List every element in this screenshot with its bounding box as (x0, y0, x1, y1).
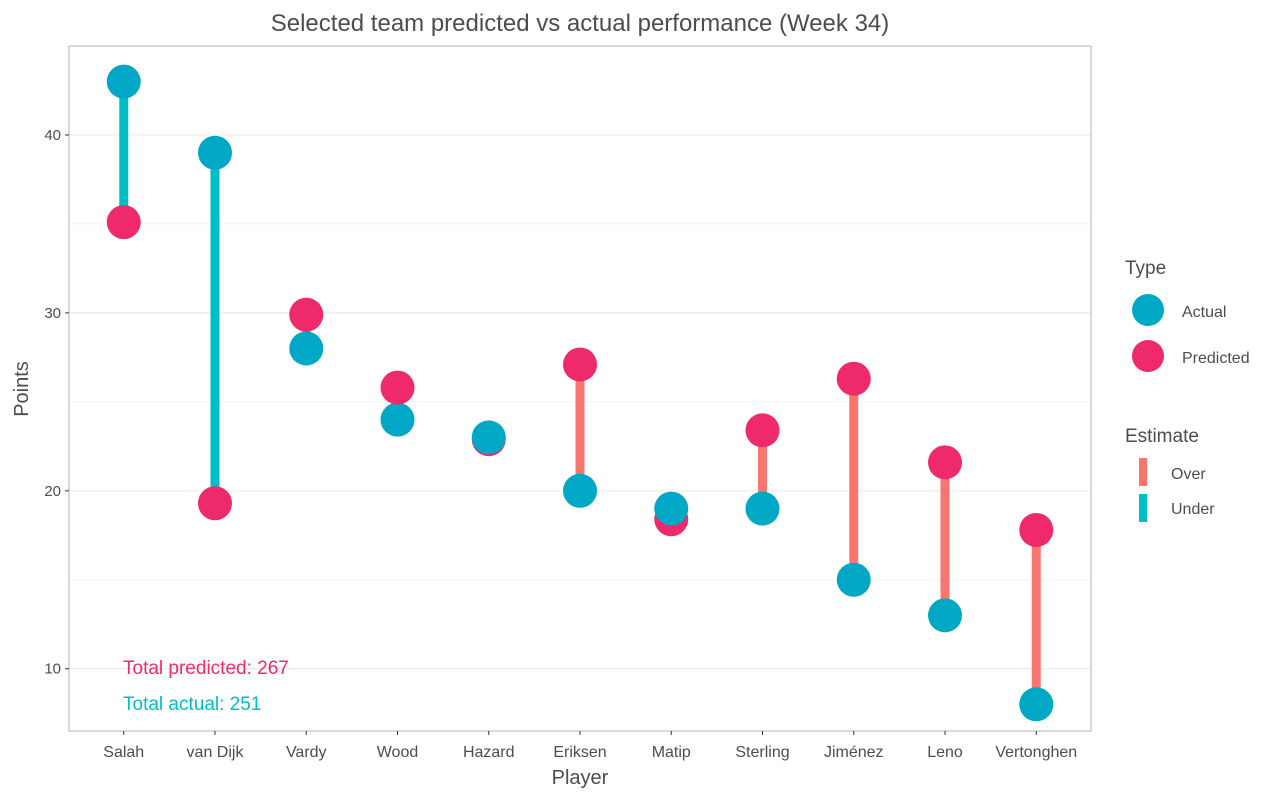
x-tick-label: Leno (927, 744, 963, 761)
data-points (106, 64, 1054, 722)
actual-point (380, 402, 415, 437)
x-tick-label: Eriksen (553, 744, 606, 761)
actual-point (563, 473, 597, 508)
predicted-point (836, 361, 871, 396)
x-tick-label: Hazard (463, 744, 515, 761)
legend-under-label: Under (1171, 501, 1215, 518)
legend-estimate-title: Estimate (1125, 426, 1199, 447)
x-tick-label: Sterling (735, 744, 789, 761)
x-tick-label: Vertonghen (995, 744, 1077, 761)
predicted-point (745, 413, 780, 448)
predicted-point (1019, 512, 1054, 547)
predicted-point (380, 370, 415, 405)
legend-actual-swatch (1132, 294, 1164, 326)
x-tick-label: van Dijk (187, 744, 245, 761)
legend-over-label: Over (1171, 466, 1206, 483)
y-axis-label: Points (11, 361, 33, 417)
actual-point (654, 491, 689, 526)
predicted-point (928, 445, 962, 480)
actual-point (106, 64, 141, 99)
x-tick-label: Vardy (286, 744, 327, 761)
y-axis: 10 20 30 40 (44, 127, 69, 678)
total-predicted-annotation: Total predicted: 267 (123, 658, 289, 679)
total-actual-annotation: Total actual: 251 (123, 694, 261, 715)
predicted-point (289, 297, 324, 332)
x-tick-label: Wood (377, 744, 419, 761)
dumbbell-segments (119, 81, 1041, 705)
y-tick-label: 40 (44, 127, 61, 144)
x-tick-label: Salah (103, 744, 144, 761)
y-tick-label: 10 (44, 661, 61, 678)
actual-point (928, 598, 962, 633)
actual-point (836, 562, 871, 597)
legend-type-title: Type (1125, 258, 1166, 279)
predicted-point (563, 347, 597, 382)
chart-title: Selected team predicted vs actual perfor… (271, 10, 890, 37)
predicted-point (106, 205, 141, 240)
legend-over-swatch (1139, 458, 1147, 486)
x-tick-label: Matip (652, 744, 691, 761)
legend-estimate: Estimate Over Under (1125, 426, 1215, 522)
legend-predicted-label: Predicted (1182, 350, 1250, 367)
legend-under-swatch (1139, 494, 1147, 522)
legend-type: Type Actual Predicted (1125, 258, 1250, 372)
legend-predicted-swatch (1132, 340, 1164, 372)
y-tick-label: 30 (44, 305, 61, 322)
predicted-point (198, 486, 232, 521)
actual-point (198, 135, 232, 170)
actual-point (1019, 687, 1054, 722)
legend-actual-label: Actual (1182, 304, 1226, 321)
actual-point (471, 420, 506, 455)
y-tick-label: 20 (44, 483, 61, 500)
actual-point (289, 331, 324, 366)
x-tick-label: Jiménez (824, 744, 884, 761)
x-axis-label: Player (552, 767, 609, 789)
x-axis: Salah van Dijk Vardy Wood Hazard Eriksen Matip… (103, 731, 1077, 761)
actual-point (745, 491, 780, 526)
